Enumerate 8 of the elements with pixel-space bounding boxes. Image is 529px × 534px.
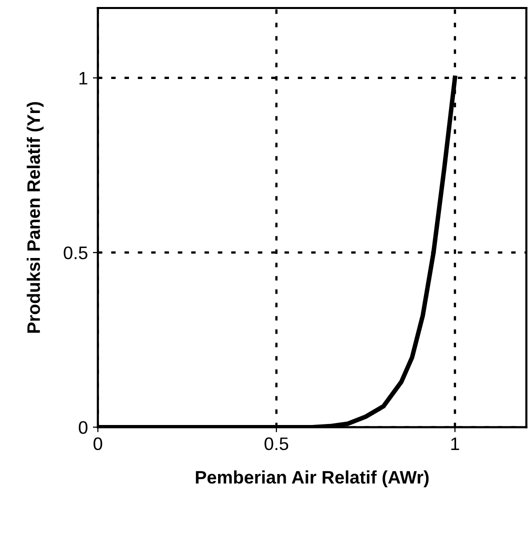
x-axis-title: Pemberian Air Relatif (AWr): [196, 470, 429, 488]
y-tick-label: 0.5: [64, 246, 88, 260]
y-axis-title: Produksi Panen Relatif (Yr): [26, 102, 44, 333]
x-tick-label: 0: [94, 437, 102, 450]
y-tick-label: 1: [79, 72, 88, 84]
y-tick-label: 0: [78, 421, 88, 434]
x-tick-label: 0.5: [264, 437, 288, 450]
x-tick-label: 1: [451, 438, 460, 450]
